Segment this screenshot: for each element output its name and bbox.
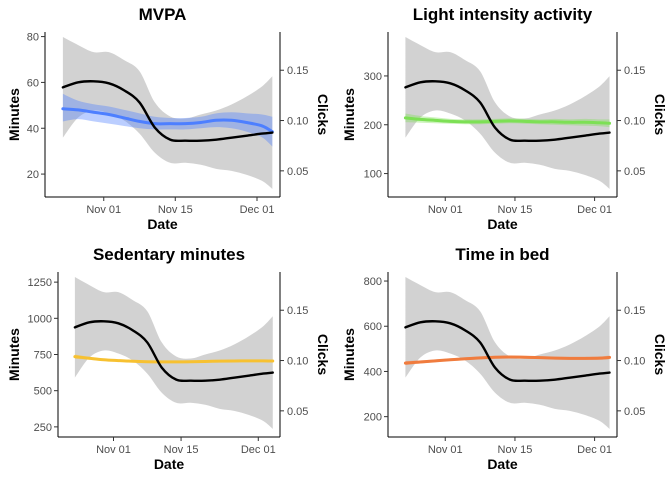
panel-2: 100 200 300 0.05 0.10 0.15 Nov 01 Nov 15 Dec 01 L… [341,5,668,232]
y2-tick-label: 0.05 [287,166,308,178]
y2-tick-label: 0.15 [287,305,308,317]
y-tick-label: 200 [364,412,382,424]
y2-tick-label: 0.15 [287,65,308,77]
y-tick-label: 600 [364,321,382,333]
y-axis-title: Minutes [341,88,357,141]
y2-tick-label: 0.10 [287,116,308,128]
panel-title: Light intensity activity [413,5,593,24]
y2-tick-label: 0.05 [287,406,308,418]
x-tick-label: Nov 01 [86,204,121,216]
y2-axis-title: Clicks [652,94,668,135]
y-tick-label: 1250 [28,277,52,289]
plot-area [73,277,275,429]
panel-title: Sedentary minutes [93,245,245,264]
panel-4: 200 400 600 800 0.05 0.10 0.15 Nov 01 Nov 15 Dec … [341,245,668,472]
x-tick-label: Nov 15 [164,444,199,456]
y2-axis-title: Clicks [315,334,331,375]
minutes-trend-line [73,355,275,364]
clicks-confidence-band [405,37,610,189]
x-tick-label: Nov 01 [428,204,463,216]
plot-area [403,277,612,429]
x-axis-title: Date [147,216,178,232]
clicks-confidence-band [74,277,273,429]
y-axis-title: Minutes [341,328,357,381]
x-tick-label: Dec 01 [577,204,612,216]
y-tick-label: 500 [34,386,52,398]
x-tick-label: Dec 01 [240,204,275,216]
x-tick-label: Dec 01 [577,444,612,456]
y-tick-label: 250 [34,422,52,434]
y2-tick-label: 0.10 [624,116,645,128]
clicks-trend-line [61,80,274,143]
y-tick-label: 20 [27,169,39,181]
minutes-trend-line [403,355,612,365]
x-axis-title: Date [154,456,185,472]
y2-tick-label: 0.15 [624,65,645,77]
y-tick-label: 400 [364,366,382,378]
y-tick-label: 60 [27,77,39,89]
clicks-confidence-band [405,277,610,429]
y-axis-title: Minutes [6,328,22,381]
panel-3: 250 500 750 1000 1250 0.05 0.10 0.15 Nov 01 Nov 1… [6,245,331,472]
plot-area [403,37,612,189]
minutes-confidence-band [62,93,273,147]
minutes-trend-line [403,116,612,125]
y2-axis-title: Clicks [652,334,668,375]
x-tick-label: Nov 01 [96,444,131,456]
y-tick-label: 100 [364,169,382,181]
y-tick-label: 1000 [28,313,52,325]
y-tick-label: 800 [364,276,382,288]
x-tick-label: Nov 15 [498,444,533,456]
x-tick-label: Dec 01 [241,444,276,456]
clicks-trend-line [404,320,611,383]
y2-tick-label: 0.10 [287,356,308,368]
y2-tick-label: 0.05 [624,406,645,418]
plot-area [61,37,274,189]
minutes-trend-line [61,107,274,134]
clicks-trend-line [404,80,611,143]
x-tick-label: Nov 01 [428,444,463,456]
x-axis-title: Date [487,456,518,472]
y-axis-title: Minutes [6,88,22,141]
y2-tick-label: 0.05 [624,166,645,178]
y-tick-label: 750 [34,350,52,362]
panel-title: Time in bed [455,245,549,264]
x-tick-label: Nov 15 [158,204,193,216]
y2-tick-label: 0.10 [624,356,645,368]
x-tick-label: Nov 15 [498,204,533,216]
y-tick-label: 300 [364,71,382,83]
y2-tick-label: 0.15 [624,305,645,317]
y-tick-label: 200 [364,120,382,132]
panel-1: 20 40 60 80 0.05 0.10 0.15 Nov 01 Nov 15 Dec 01 MV… [6,5,331,232]
y-tick-label: 80 [27,32,39,44]
y2-axis-title: Clicks [315,94,331,135]
panel-title: MVPA [139,5,187,24]
clicks-confidence-band [62,37,273,189]
y-tick-label: 40 [27,123,39,135]
x-axis-title: Date [487,216,518,232]
clicks-trend-line [73,320,274,383]
